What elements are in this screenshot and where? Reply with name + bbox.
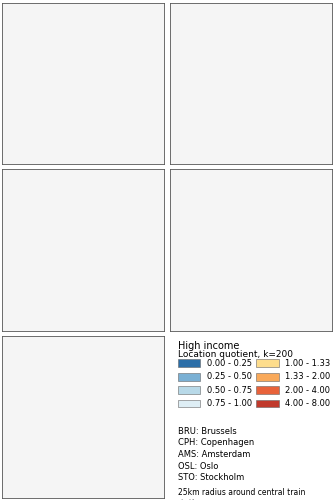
Text: STO: Stockholm: STO: Stockholm [178, 473, 244, 482]
Bar [178, 360, 200, 367]
Text: 4.00 - 8.00: 4.00 - 8.00 [285, 399, 330, 408]
Bar [256, 373, 279, 380]
Text: High income: High income [178, 340, 239, 350]
Bar [178, 373, 200, 380]
Text: 0.25 - 0.50: 0.25 - 0.50 [207, 372, 252, 381]
Text: 25km radius around central train stations: 25km radius around central train station… [178, 488, 305, 500]
Bar [178, 386, 200, 394]
Text: OSL: Oslo: OSL: Oslo [178, 462, 218, 470]
Bar [256, 386, 279, 394]
Text: 0.50 - 0.75: 0.50 - 0.75 [207, 386, 252, 394]
Text: 0.00 - 0.25: 0.00 - 0.25 [207, 358, 252, 368]
Text: 1.00 - 1.33: 1.00 - 1.33 [285, 358, 330, 368]
Bar [178, 400, 200, 407]
Text: BRU: Brussels: BRU: Brussels [178, 426, 236, 436]
Text: 0.75 - 1.00: 0.75 - 1.00 [207, 399, 252, 408]
Text: CPH: Copenhagen: CPH: Copenhagen [178, 438, 254, 448]
Text: 1.33 - 2.00: 1.33 - 2.00 [285, 372, 330, 381]
Text: Location quotient, k=200: Location quotient, k=200 [178, 350, 293, 360]
Text: AMS: Amsterdam: AMS: Amsterdam [178, 450, 250, 459]
Bar [256, 400, 279, 407]
Text: 2.00 - 4.00: 2.00 - 4.00 [285, 386, 330, 394]
Bar [256, 360, 279, 367]
